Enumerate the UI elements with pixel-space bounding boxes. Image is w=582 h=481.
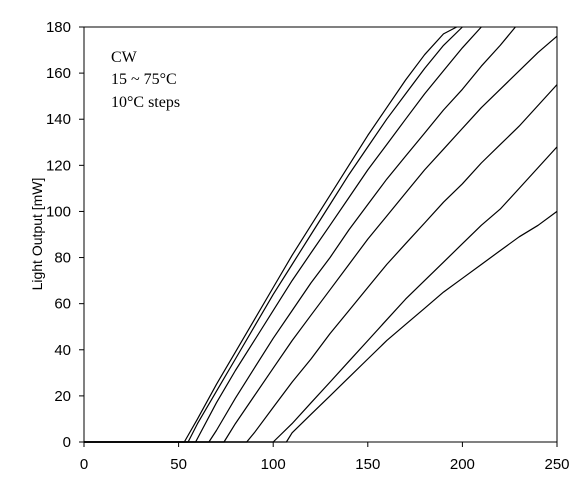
annotation-mode: CW [111,49,138,66]
ticks-group [79,26,558,447]
y-tick-label-1: 20 [54,388,71,405]
plot-frame [83,26,558,443]
series-line-8 [84,210,558,443]
x-tick-label-3: 150 [355,456,380,473]
series-line-7 [84,146,558,443]
y-tick-label-9: 180 [46,19,71,36]
y-tick-label-7: 140 [46,111,71,128]
y-tick-label-4: 80 [54,250,71,267]
labels-group: 0 50 100 150 200 250 0 20 40 60 80 100 120 140 160 180 [46,19,570,473]
y-tick-label-0: 0 [63,434,71,451]
series-line-4 [84,26,516,443]
y-tick-label-3: 60 [54,296,71,313]
x-tick-label-1: 50 [170,456,187,473]
annotation-step: 10°C steps [111,94,180,111]
series-line-2 [84,26,463,443]
series-line-1 [84,26,457,443]
annotation-temp-range: 15 ~ 75°C [111,71,177,88]
x-tick-label-2: 100 [261,456,286,473]
y-tick-label-6: 120 [46,157,71,174]
y-tick-label-2: 40 [54,342,71,359]
series-group [84,26,558,443]
y-tick-label-8: 160 [46,65,71,82]
series-line-5 [84,35,558,443]
x-tick-label-5: 250 [544,456,569,473]
series-line-3 [84,26,482,443]
x-tick-label-4: 200 [450,456,475,473]
series-line-6 [84,84,558,443]
y-axis-label: Light Output [mW] [29,178,45,291]
y-tick-label-5: 100 [46,203,71,220]
x-tick-label-0: 0 [80,456,88,473]
